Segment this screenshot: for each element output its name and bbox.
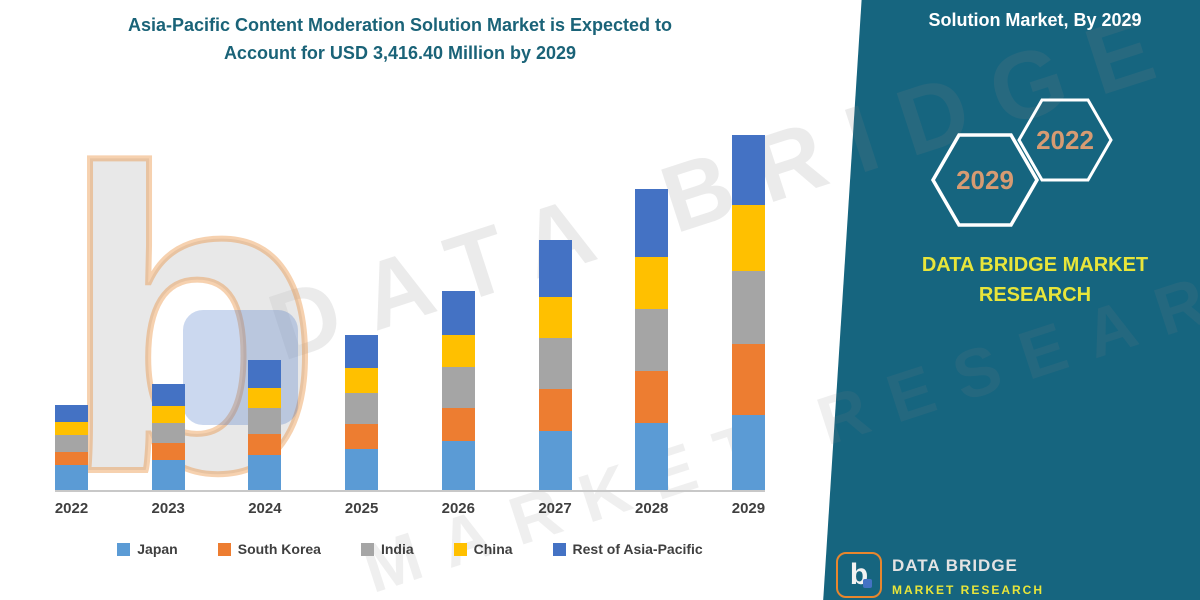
bar-2029-segment-india (731, 271, 765, 345)
bar-2023 (151, 384, 185, 490)
legend-label-rest-of-asia-pacific: Rest of Asia-Pacific (572, 541, 703, 557)
chart-title-line-1: Asia-Pacific Content Moderation Solution… (127, 15, 673, 35)
bar-2028-segment-south-korea (635, 370, 669, 423)
bar-2023-segment-india (151, 422, 185, 444)
bar-2027 (538, 240, 572, 490)
bar-2029-segment-china (731, 204, 765, 272)
legend-item-india: India (360, 541, 414, 557)
bar-2022-segment-south-korea (55, 451, 88, 466)
hexagon-2022-year: 2022 (1036, 125, 1094, 155)
hexagon-badges: 2022 2029 (930, 98, 1113, 227)
legend-swatch-south-korea (217, 542, 231, 556)
brand-line-2: RESEARCH (978, 284, 1092, 306)
bar-2027-segment-south-korea (538, 389, 572, 432)
bar-2027-segment-rest-of-asia-pacific (538, 240, 572, 297)
footer-brand-name: DATA BRIDGE (892, 556, 1018, 575)
legend-item-china: China (453, 541, 513, 557)
x-axis-label-2026: 2026 (441, 500, 475, 517)
footer-logo-blue-square-icon (863, 579, 872, 588)
bar-2025-segment-rest-of-asia-pacific (345, 334, 379, 369)
bar-2025-segment-south-korea (345, 424, 379, 449)
legend-item-japan: Japan (117, 541, 178, 557)
hexagon-2022 (1017, 98, 1113, 182)
bar-2028-segment-rest-of-asia-pacific (635, 189, 669, 258)
x-axis-label-2028: 2028 (635, 500, 669, 517)
plot-area (55, 132, 765, 492)
bar-2024-segment-india (248, 408, 282, 435)
bar-2022-segment-japan (55, 465, 88, 490)
legend-label-japan: Japan (137, 541, 178, 557)
legend-item-rest-of-asia-pacific: Rest of Asia-Pacific (552, 541, 703, 557)
bar-2028 (635, 189, 669, 490)
brand-line-1: DATA BRIDGE MARKET (921, 254, 1149, 276)
bar-2023-segment-rest-of-asia-pacific (151, 384, 185, 406)
chart-title: Asia-Pacific Content Moderation Solution… (40, 12, 760, 68)
footer-brand-subtitle: MARKET RESEARCH (892, 583, 1045, 597)
bar-2025-segment-japan (345, 449, 379, 490)
bar-2023-segment-china (151, 405, 185, 423)
panel-heading: Solution Market, By 2029 (928, 10, 1142, 30)
legend-swatch-india (360, 542, 374, 556)
bar-2029-segment-japan (731, 414, 765, 490)
legend-swatch-china (453, 542, 467, 556)
x-axis-label-2023: 2023 (151, 500, 185, 517)
bar-2026-segment-china (441, 335, 475, 368)
bar-2023-segment-japan (151, 460, 185, 490)
x-axis-label-2027: 2027 (538, 500, 572, 517)
bar-2028-segment-japan (635, 423, 669, 490)
x-axis-label-2024: 2024 (248, 500, 282, 517)
bar-2028-segment-china (635, 257, 669, 309)
brand-block: DATA BRIDGE MARKET RESEARCH (885, 250, 1185, 310)
bar-2024-segment-japan (248, 455, 282, 490)
bar-2022-segment-rest-of-asia-pacific (55, 404, 88, 422)
legend-item-south-korea: South Korea (217, 541, 321, 557)
bar-2023-segment-south-korea (151, 443, 185, 461)
x-axis-labels: 2022 2023 2024 2025 2026 2027 2028 2029 (55, 500, 765, 517)
bar-2025 (345, 334, 379, 490)
bar-2022 (55, 404, 88, 490)
bar-2024 (248, 360, 282, 490)
x-axis-label-2029: 2029 (731, 500, 766, 517)
bar-2024-segment-china (248, 387, 282, 409)
legend: Japan South Korea India China Rest of Asia-P… (45, 541, 775, 557)
bar-2026-segment-south-korea (441, 407, 475, 441)
bar-2026-segment-india (441, 367, 475, 408)
bar-2026-segment-rest-of-asia-pacific (441, 290, 475, 336)
footer-logo-icon: b (836, 552, 882, 598)
bar-2028-segment-india (635, 308, 669, 371)
legend-swatch-rest-of-asia-pacific (552, 542, 566, 556)
hexagon-2029 (930, 133, 1040, 227)
legend-label-china: China (473, 541, 513, 557)
bar-2025-segment-india (345, 392, 379, 425)
bar-2029-segment-rest-of-asia-pacific (731, 135, 765, 205)
x-axis-label-2022: 2022 (54, 500, 89, 517)
legend-swatch-japan (117, 542, 131, 556)
bar-2029 (731, 135, 765, 490)
legend-label-india: India (380, 541, 414, 557)
hexagon-2029-year: 2029 (956, 165, 1014, 195)
bar-2025-segment-china (345, 368, 379, 393)
x-axis-label-2025: 2025 (344, 500, 379, 517)
bar-2027-segment-india (538, 338, 572, 390)
bar-2029-segment-south-korea (731, 344, 765, 415)
footer-logo-texts: DATA BRIDGE MARKET RESEARCH (892, 552, 1044, 597)
bar-2022-segment-china (55, 421, 88, 436)
bar-2024-segment-rest-of-asia-pacific (248, 360, 282, 388)
bar-2026-segment-japan (441, 440, 475, 490)
legend-label-south-korea: South Korea (237, 541, 321, 557)
footer-logo: b DATA BRIDGE MARKET RESEARCH (836, 552, 1044, 598)
chart-title-line-2: Account for USD 3,416.40 Million by 2029 (223, 42, 577, 63)
bar-2026 (441, 290, 475, 490)
bar-2022-segment-india (55, 435, 88, 452)
bar-2027-segment-china (538, 296, 572, 339)
bar-2027-segment-japan (538, 431, 572, 490)
bar-2024-segment-south-korea (248, 434, 282, 456)
